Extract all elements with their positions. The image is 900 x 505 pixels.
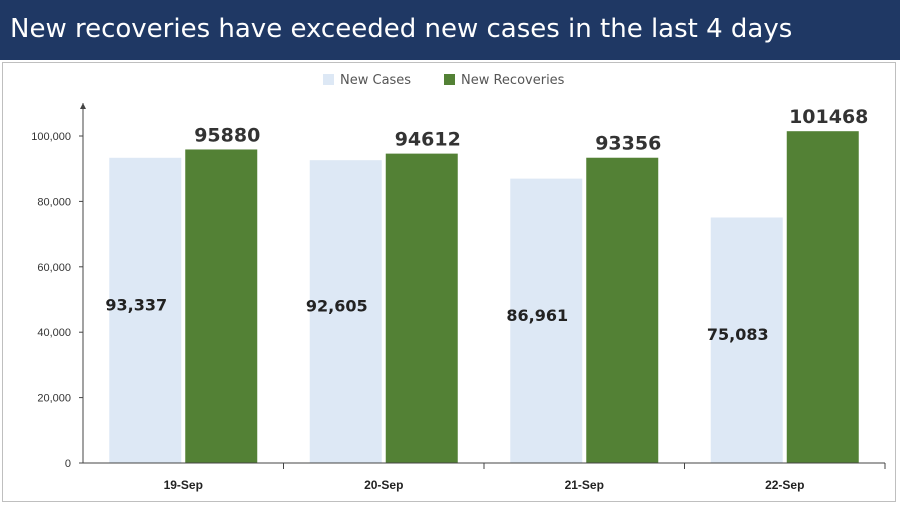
y-tick-label: 0 — [65, 458, 71, 470]
legend-swatch — [444, 74, 455, 85]
legend-label: New Cases — [340, 73, 411, 88]
new-recoveries-bar — [786, 131, 859, 463]
y-tick-label: 100,000 — [31, 131, 71, 143]
new-cases-bar — [510, 178, 583, 464]
new-cases-value-label: 92,605 — [306, 297, 368, 316]
new-recoveries-value-label: 101468 — [789, 106, 868, 128]
y-tick-label: 80,000 — [37, 196, 71, 208]
data-labels: 93,337 95880 92,605 94612 86,961 93356 75,083 1… — [105, 106, 868, 344]
new-cases-value-label: 86,961 — [506, 306, 568, 325]
new-cases-value-label: 93,337 — [105, 295, 167, 314]
legend: New Cases New Recoveries — [323, 73, 565, 88]
y-axis: 0 20,000 40,000 60,000 80,000 100,000 — [31, 103, 86, 470]
legend-swatch — [323, 74, 334, 85]
new-recoveries-bar — [586, 157, 659, 463]
x-axis: 19-Sep 20-Sep 21-Sep 22-Sep — [83, 462, 886, 492]
y-tick-label: 40,000 — [37, 327, 71, 339]
legend-label: New Recoveries — [461, 73, 565, 88]
new-cases-bar — [710, 217, 783, 463]
bars — [109, 131, 859, 464]
new-recoveries-value-label: 93356 — [595, 133, 661, 155]
new-recoveries-value-label: 95880 — [194, 124, 260, 146]
new-recoveries-value-label: 94612 — [395, 129, 461, 151]
chart-frame — [2, 62, 896, 502]
y-axis-arrow — [80, 103, 86, 109]
x-category-label: 20-Sep — [364, 478, 403, 492]
x-category-label: 22-Sep — [765, 478, 804, 492]
new-cases-bar — [109, 157, 182, 463]
new-recoveries-bar — [185, 149, 258, 463]
title-bar: New recoveries have exceeded new cases i… — [0, 0, 900, 60]
new-cases-bar — [309, 160, 382, 464]
y-tick-label: 20,000 — [37, 393, 71, 405]
new-cases-value-label: 75,083 — [707, 325, 769, 344]
new-recoveries-bar — [385, 153, 458, 463]
page-title: New recoveries have exceeded new cases i… — [10, 14, 793, 44]
x-category-label: 21-Sep — [565, 478, 604, 492]
x-category-label: 19-Sep — [164, 478, 203, 492]
y-tick-label: 60,000 — [37, 262, 71, 274]
